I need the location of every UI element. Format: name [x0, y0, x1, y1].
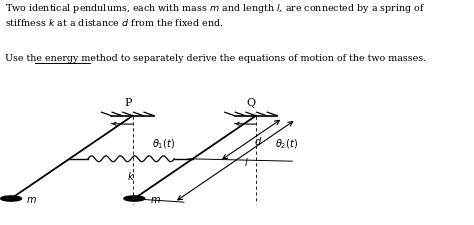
Circle shape: [0, 196, 21, 201]
Text: $m$: $m$: [149, 194, 160, 204]
Text: Two identical pendulums, each with mass $m$ and length $l$, are connected by a s: Two identical pendulums, each with mass …: [5, 2, 425, 28]
Text: $d$: $d$: [254, 135, 262, 147]
Text: $\theta_1(t)$: $\theta_1(t)$: [152, 136, 175, 150]
Text: P: P: [124, 98, 132, 108]
Text: $m$: $m$: [26, 194, 37, 204]
Text: $\theta_2(t)$: $\theta_2(t)$: [275, 136, 298, 150]
Text: $l$: $l$: [244, 156, 249, 168]
Text: Use the energy method to separately derive the equations of motion of the two ma: Use the energy method to separately deri…: [5, 54, 426, 63]
Text: $k$: $k$: [127, 169, 135, 181]
Circle shape: [124, 196, 145, 201]
Text: Q: Q: [246, 98, 256, 108]
